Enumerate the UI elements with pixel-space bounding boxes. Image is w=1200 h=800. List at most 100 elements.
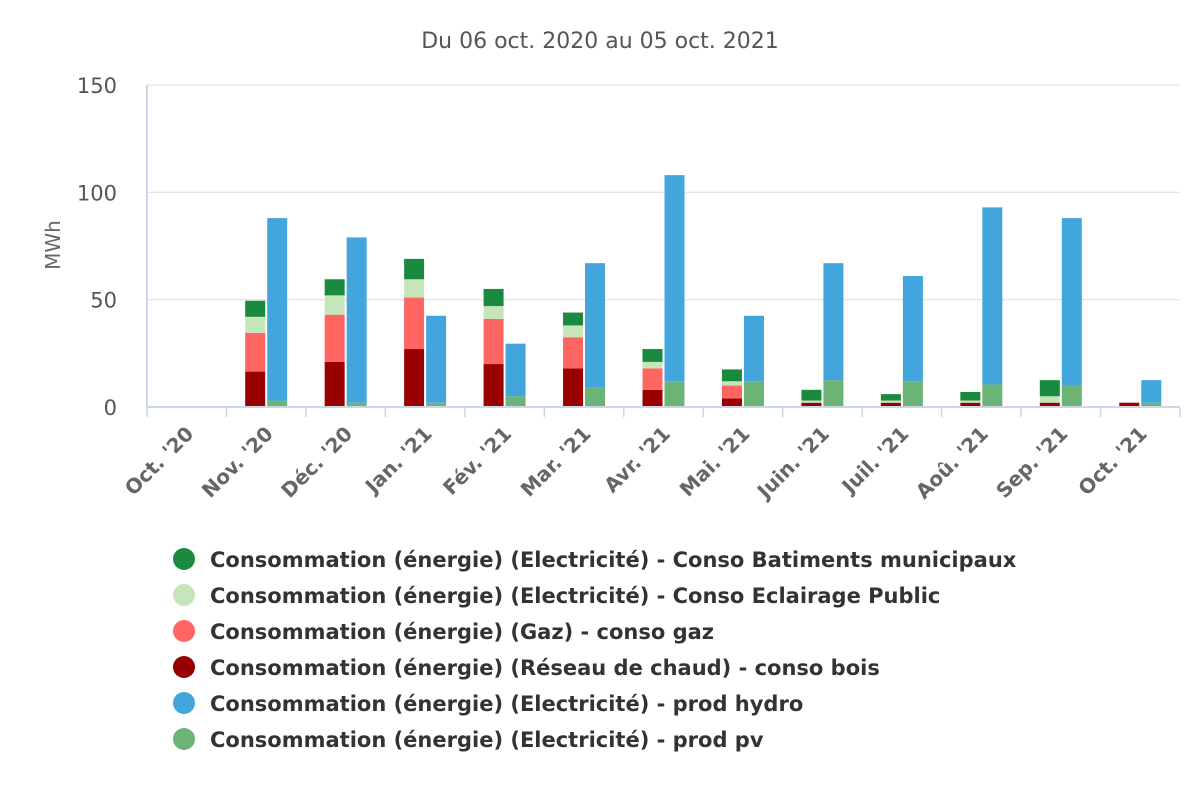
bar-segment[interactable] [267, 400, 288, 407]
legend-item[interactable]: Consommation (énergie) (Electricité) - p… [173, 692, 803, 716]
bar-segment[interactable] [880, 394, 901, 401]
bar-segment[interactable] [324, 314, 345, 362]
bar-segment[interactable] [346, 402, 367, 407]
bar-segment[interactable] [664, 175, 685, 382]
bar-segment[interactable] [743, 381, 764, 407]
bar-segment[interactable] [664, 381, 685, 407]
bar-segment[interactable] [1039, 402, 1060, 407]
bar-segment[interactable] [743, 315, 764, 382]
bar-segment[interactable] [346, 237, 367, 403]
bar-segment[interactable] [823, 380, 844, 407]
x-tick-label: Oct. '21 [1073, 422, 1151, 500]
bar-segment[interactable] [1061, 218, 1082, 386]
bar-segment[interactable] [823, 263, 844, 381]
bar-segment[interactable] [245, 300, 266, 317]
legend-label: Consommation (énergie) (Electricité) - C… [210, 548, 1017, 572]
bar-segment[interactable] [801, 402, 822, 407]
legend-marker [173, 692, 195, 714]
bar-segment[interactable] [426, 315, 447, 403]
bar-segment[interactable] [505, 396, 526, 407]
bars-layer [245, 175, 1162, 407]
legend-marker [173, 584, 195, 606]
legend-item[interactable]: Consommation (énergie) (Gaz) - conso gaz [173, 620, 714, 644]
bar-segment[interactable] [245, 316, 266, 333]
legend-item[interactable]: Consommation (énergie) (Electricité) - C… [173, 584, 940, 608]
bar-segment[interactable] [801, 400, 822, 403]
bar-segment[interactable] [404, 279, 425, 298]
bar-segment[interactable] [982, 384, 1003, 407]
x-tick-label: Avr. '21 [599, 422, 675, 498]
bar-segment[interactable] [721, 381, 742, 386]
bar-segment[interactable] [982, 207, 1003, 385]
bar-segment[interactable] [563, 312, 584, 326]
bar-segment[interactable] [563, 325, 584, 338]
bar-segment[interactable] [267, 218, 288, 401]
bar-segment[interactable] [426, 402, 447, 407]
legend-label: Consommation (énergie) (Electricité) - C… [210, 584, 940, 608]
bar-segment[interactable] [1119, 402, 1140, 407]
bar-segment[interactable] [585, 387, 606, 407]
legend-item[interactable]: Consommation (énergie) (Réseau de chaud)… [173, 656, 880, 680]
bar-segment[interactable] [960, 400, 981, 403]
bar-segment[interactable] [483, 318, 504, 365]
bar-segment[interactable] [721, 369, 742, 382]
grid-layer [146, 84, 1180, 408]
bar-segment[interactable] [324, 295, 345, 315]
x-tick-label: Nov. '20 [197, 422, 278, 503]
legend-label: Consommation (énergie) (Electricité) - p… [210, 692, 803, 716]
y-axis-labels: 0 50 100 150 [77, 74, 117, 420]
x-tick-label: Sep. '21 [991, 422, 1072, 503]
bar-segment[interactable] [902, 381, 923, 407]
bar-segment[interactable] [1141, 402, 1162, 407]
bar-segment[interactable] [642, 389, 663, 407]
bar-segment[interactable] [505, 343, 526, 397]
bar-segment[interactable] [483, 288, 504, 307]
y-tick-label: 0 [104, 396, 117, 420]
bar-segment[interactable] [1039, 380, 1060, 397]
x-tick-label: Aoû. '21 [911, 422, 993, 504]
bar-segment[interactable] [483, 306, 504, 319]
bar-segment[interactable] [642, 361, 663, 369]
bar-segment[interactable] [880, 402, 901, 407]
chart-subtitle: Du 06 oct. 2020 au 05 oct. 2021 [421, 29, 779, 54]
x-tick-label: Déc. '20 [276, 422, 357, 503]
bar-segment[interactable] [721, 398, 742, 407]
bar-segment[interactable] [324, 361, 345, 407]
bar-segment[interactable] [404, 349, 425, 407]
bar-segment[interactable] [404, 258, 425, 280]
bar-segment[interactable] [642, 368, 663, 390]
bar-segment[interactable] [245, 371, 266, 407]
bar-segment[interactable] [245, 332, 266, 372]
bar-segment[interactable] [404, 297, 425, 350]
legend-item[interactable]: Consommation (énergie) (Electricité) - p… [173, 728, 764, 752]
bar-segment[interactable] [1141, 380, 1162, 403]
legend-marker [173, 620, 195, 642]
legend-marker [173, 728, 195, 750]
bar-segment[interactable] [960, 402, 981, 407]
legend-label: Consommation (énergie) (Electricité) - p… [210, 728, 764, 752]
x-tick-label: Jan. '21 [359, 422, 437, 500]
bar-segment[interactable] [902, 276, 923, 382]
x-tick-label: Oct. '20 [120, 422, 198, 500]
bar-segment[interactable] [642, 349, 663, 362]
legend-marker [173, 656, 195, 678]
bar-segment[interactable] [563, 337, 584, 369]
legend-marker [173, 548, 195, 570]
bar-segment[interactable] [563, 368, 584, 407]
bar-segment[interactable] [324, 279, 345, 296]
x-tick-label: Juin. '21 [751, 422, 834, 505]
bar-segment[interactable] [801, 389, 822, 401]
x-tick-label: Juil. '21 [836, 422, 914, 500]
legend-label: Consommation (énergie) (Gaz) - conso gaz [210, 620, 714, 644]
bar-segment[interactable] [1039, 396, 1060, 403]
bar-segment[interactable] [1061, 385, 1082, 407]
bar-segment[interactable] [585, 263, 606, 388]
legend-item[interactable]: Consommation (énergie) (Electricité) - C… [173, 548, 1017, 572]
bar-segment[interactable] [960, 391, 981, 401]
bar-segment[interactable] [880, 400, 901, 403]
bar-segment[interactable] [721, 385, 742, 399]
x-tick-label: Fév. '21 [438, 422, 516, 500]
y-axis-title: MWh [41, 220, 65, 270]
bar-segment[interactable] [483, 364, 504, 407]
